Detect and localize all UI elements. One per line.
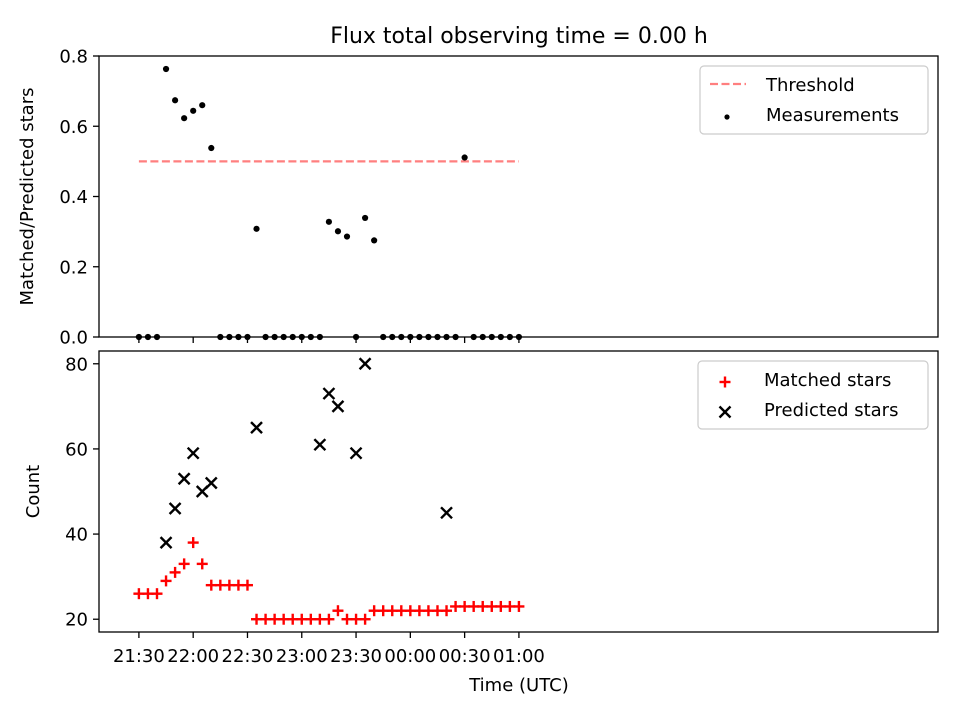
- data-point: [440, 506, 453, 520]
- data-point: [178, 558, 190, 570]
- data-point: [168, 502, 182, 515]
- data-point: [343, 233, 351, 240]
- data-point: [159, 536, 173, 549]
- y-tick-label: 0.4: [59, 187, 88, 208]
- data-point: [204, 476, 218, 490]
- y-tick-label: 0.8: [59, 47, 88, 68]
- data-point: [177, 472, 191, 486]
- data-point: [160, 575, 172, 587]
- data-point: [313, 438, 327, 452]
- data-point: [359, 613, 371, 625]
- data-point: [186, 446, 200, 460]
- legend-swatch: [718, 405, 732, 419]
- y-axis-label: Count: [23, 465, 44, 518]
- x-tick-label: 22:30: [222, 646, 274, 667]
- legend-label: Measurements: [766, 105, 899, 126]
- x-axis-label: Time (UTC): [468, 675, 569, 696]
- data-point: [358, 357, 372, 371]
- x-tick-label: 00:30: [439, 646, 491, 667]
- data-point: [181, 115, 188, 122]
- data-point: [322, 387, 336, 400]
- data-point: [190, 107, 197, 114]
- data-point: [334, 228, 342, 235]
- data-point: [208, 144, 215, 152]
- series-measurements: [135, 65, 523, 341]
- data-point: [169, 566, 181, 578]
- data-point: [323, 613, 335, 625]
- legend-swatch: [724, 114, 730, 120]
- data-point: [241, 579, 253, 591]
- y-tick-label: 0.6: [59, 117, 88, 138]
- data-point: [332, 605, 344, 617]
- y-tick-label: 0.2: [59, 257, 88, 278]
- data-point: [187, 537, 199, 549]
- data-point: [362, 214, 369, 222]
- legend-label: Threshold: [765, 75, 855, 96]
- legend-label: Predicted stars: [764, 400, 898, 421]
- data-point: [325, 218, 333, 225]
- legend-label: Matched stars: [764, 370, 891, 391]
- y-tick-label: 80: [65, 354, 88, 375]
- series-predicted-stars: [159, 357, 453, 549]
- top-plot: 0.0 0.2 0.4 0.6 0.8 Matched/Predicted stars Th…: [17, 47, 939, 349]
- y-axis-label: Matched/Predicted stars: [17, 88, 38, 306]
- data-point: [196, 558, 208, 570]
- x-tick-label: 21:30: [113, 646, 165, 667]
- data-point: [331, 399, 345, 413]
- x-tick-label: 00:00: [384, 646, 436, 667]
- data-point: [171, 97, 179, 104]
- data-point: [151, 588, 163, 600]
- x-tick-label: 23:30: [330, 646, 382, 667]
- figure-title: Flux total observing time = 0.00 h: [330, 24, 708, 49]
- legend: Matched stars Predicted stars: [697, 360, 929, 430]
- bottom-plot: 20 40 60 80 21:30 22:00 22:30 23:00 23:30 00:00 00…: [23, 350, 939, 667]
- data-point: [250, 421, 263, 434]
- data-point: [349, 446, 363, 460]
- y-tick-label: 0.0: [59, 328, 88, 349]
- data-point: [199, 102, 206, 109]
- y-tick-label: 40: [65, 525, 88, 546]
- legend-swatch: [719, 376, 731, 388]
- x-tick-label: 22:00: [167, 646, 219, 667]
- data-point: [513, 600, 525, 612]
- data-point: [371, 237, 378, 244]
- series-matched-stars: [133, 537, 525, 625]
- y-tick-label: 60: [65, 439, 88, 460]
- x-tick-label: 23:00: [276, 646, 328, 667]
- data-point: [461, 154, 468, 161]
- legend: Threshold Measurements: [699, 65, 929, 135]
- data-point: [162, 65, 170, 73]
- x-tick-label: 01:00: [493, 646, 545, 667]
- data-point: [253, 225, 260, 232]
- data-point: [441, 605, 453, 617]
- y-tick-label: 20: [65, 610, 88, 631]
